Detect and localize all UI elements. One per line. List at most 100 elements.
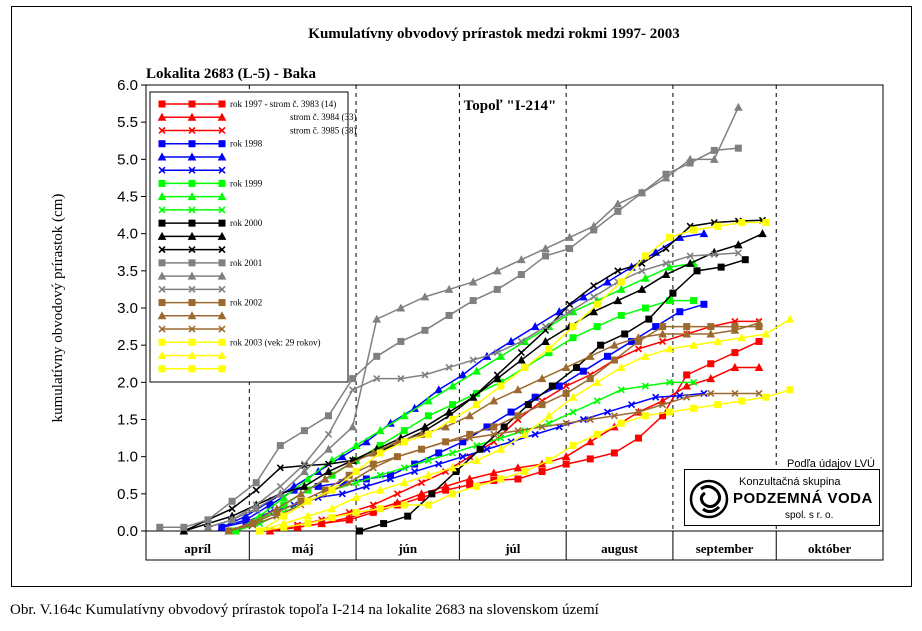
data-point [458, 370, 468, 379]
data-point [589, 307, 599, 316]
data-point [555, 382, 563, 390]
data-point [497, 382, 505, 390]
data-point [737, 333, 747, 342]
figure-caption: Obr. V.164c Kumulatívny obvodový prírast… [10, 602, 599, 618]
data-point [621, 330, 629, 338]
legend-marker [157, 350, 167, 360]
data-point [699, 229, 709, 238]
data-point [707, 389, 715, 398]
data-point [472, 455, 481, 464]
legend-marker [218, 100, 226, 108]
data-point [375, 426, 385, 435]
data-point [634, 408, 643, 416]
data-point [562, 389, 570, 397]
x-tick-label: júl [504, 541, 521, 556]
data-point [669, 289, 677, 297]
y-axis-label: kumulatívny obvodový prírastok (cm) [50, 194, 66, 423]
legend-marker [218, 206, 226, 214]
logo-line1: Konzultačná skupina [739, 476, 841, 488]
data-point [421, 371, 429, 379]
data-point [634, 434, 642, 442]
legend-marker [218, 126, 226, 135]
data-point [496, 351, 506, 360]
data-point [565, 232, 574, 241]
data-point [396, 303, 406, 312]
data-point [538, 468, 546, 476]
data-point [562, 419, 570, 427]
data-point [434, 385, 444, 394]
data-point [562, 460, 570, 468]
data-point [489, 468, 499, 477]
data-point [304, 497, 312, 505]
data-point [593, 397, 601, 405]
data-point [218, 523, 226, 531]
data-point [585, 437, 595, 446]
data-point [303, 474, 313, 483]
series-line [228, 392, 760, 532]
legend-marker [188, 259, 196, 267]
data-point [665, 344, 674, 353]
data-point [338, 490, 346, 498]
data-point [448, 381, 457, 390]
x-tick-label: september [696, 541, 754, 556]
data-point [351, 440, 361, 450]
data-point [273, 512, 281, 520]
data-point [628, 401, 636, 409]
data-point [541, 243, 550, 253]
x-tick-label: apríl [184, 541, 211, 556]
data-point [652, 323, 660, 331]
data-point [492, 374, 502, 383]
data-point [496, 444, 506, 453]
data-point [300, 481, 309, 490]
data-point [466, 434, 474, 442]
data-point [300, 462, 308, 470]
legend-marker [158, 325, 166, 333]
data-point [690, 378, 698, 386]
legend-marker [218, 140, 226, 148]
data-point [493, 371, 501, 379]
data-point [397, 337, 405, 345]
data-point [517, 271, 525, 279]
data-point [376, 471, 384, 479]
legend-marker [157, 311, 167, 320]
company-logo: Konzultačná skupina PODZEMNÁ VODA spol. … [684, 469, 880, 526]
data-point [592, 377, 602, 386]
data-point [380, 520, 388, 528]
legend-marker [188, 285, 196, 293]
logo-line2: PODZEMNÁ VODA [733, 490, 873, 507]
data-point [252, 479, 260, 487]
data-point [514, 475, 522, 483]
data-point [428, 490, 436, 498]
data-point [741, 256, 749, 264]
legend-marker [158, 126, 166, 135]
data-point [517, 355, 526, 364]
data-point [476, 445, 484, 453]
data-point [444, 284, 454, 293]
data-point [448, 449, 457, 457]
data-point [593, 323, 601, 331]
data-point [566, 245, 574, 253]
legend-marker [188, 338, 196, 346]
logo-icon [689, 479, 729, 519]
data-point [417, 489, 426, 498]
legend-marker [188, 365, 196, 373]
x-tick-label: august [601, 541, 639, 556]
legend-marker [158, 179, 166, 187]
data-point [325, 412, 333, 420]
legend-marker [188, 126, 196, 135]
legend-marker [157, 192, 167, 201]
data-point [393, 453, 401, 461]
data-point [617, 278, 625, 286]
data-point [641, 252, 649, 260]
data-point [706, 374, 716, 383]
data-point [610, 340, 619, 349]
data-point [349, 386, 357, 394]
data-point [613, 199, 623, 208]
legend-marker [158, 100, 166, 108]
inner-title: Topoľ "I-214" [464, 98, 557, 114]
data-point [373, 352, 381, 360]
legend-marker [187, 350, 197, 360]
data-point [472, 366, 481, 375]
legend-marker [158, 338, 166, 346]
data-point [442, 438, 450, 446]
